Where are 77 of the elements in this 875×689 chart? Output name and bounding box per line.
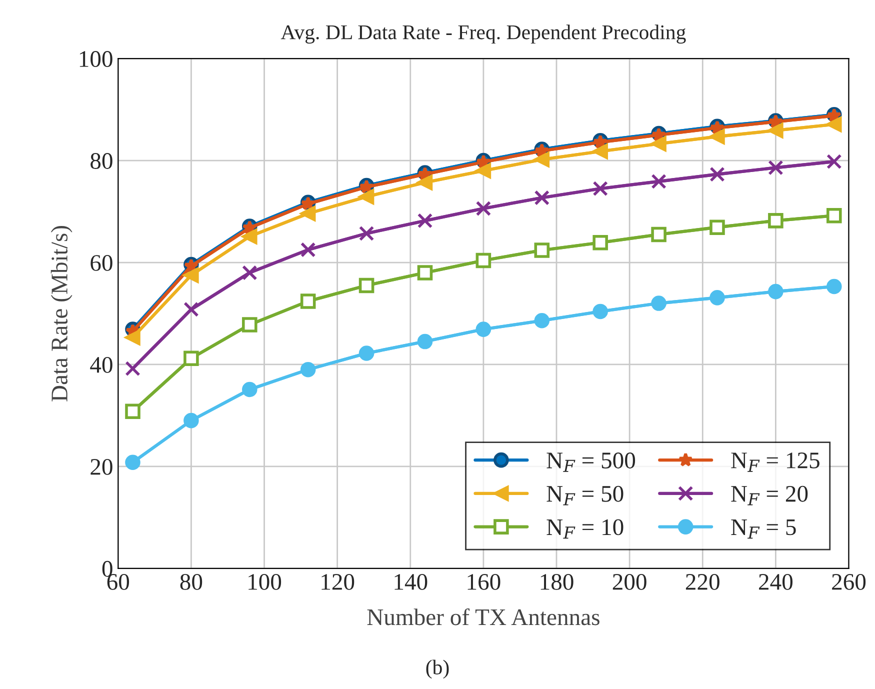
point <box>476 200 492 216</box>
point <box>710 220 725 235</box>
x-tick-label: 140 <box>394 574 428 590</box>
point <box>651 136 666 152</box>
point <box>826 116 842 132</box>
point <box>534 152 550 168</box>
y-tick-label: 80 <box>90 153 112 169</box>
point <box>300 242 316 258</box>
point <box>592 234 608 250</box>
point <box>125 360 140 376</box>
point <box>358 226 374 242</box>
legend-label: N$_{F}$ = 125 <box>731 452 820 472</box>
point <box>242 265 258 280</box>
point <box>710 290 725 306</box>
point <box>826 278 842 294</box>
legend-label: N$_{F}$ = 10 <box>546 519 624 539</box>
point <box>476 252 492 268</box>
x-tick-label: 100 <box>248 574 282 590</box>
point <box>417 265 433 280</box>
point <box>358 278 374 294</box>
point <box>242 228 258 244</box>
x-tick-label: 220 <box>686 574 720 590</box>
point <box>592 144 608 159</box>
x-tick-label: 240 <box>759 574 792 590</box>
point <box>125 330 140 346</box>
point <box>534 312 550 328</box>
legend-label: N$_{F}$ = 20 <box>731 486 808 506</box>
x-tick-label: 200 <box>612 574 646 590</box>
legend-label: N$_{F}$ = 500 <box>546 452 636 472</box>
point <box>651 296 666 311</box>
point <box>184 302 199 318</box>
point <box>476 322 492 337</box>
point <box>417 334 433 350</box>
legend-label: N$_{F}$ = 50 <box>546 486 624 506</box>
x-tick-label: 160 <box>468 574 500 590</box>
point <box>125 404 140 420</box>
legend-label: N$_{F}$ = 5 <box>731 519 796 539</box>
point <box>242 317 258 332</box>
text: (b) <box>426 660 449 679</box>
point <box>710 166 725 182</box>
y-axis-title: Data Rate (Mbit/s) <box>50 226 72 402</box>
point <box>358 189 374 204</box>
y-tick-label: 60 <box>90 255 112 271</box>
point <box>300 294 316 309</box>
y-tick-label: 40 <box>90 356 112 373</box>
x-tick-label: 80 <box>180 574 202 590</box>
y-tick-label: 100 <box>80 51 112 67</box>
point <box>534 190 550 206</box>
point <box>242 382 258 398</box>
point <box>651 174 666 190</box>
point <box>417 174 433 190</box>
point <box>592 180 608 196</box>
y-tick-label: 20 <box>90 458 112 475</box>
point <box>184 268 199 283</box>
point <box>651 226 666 242</box>
point <box>592 304 608 320</box>
x-tick-label: 180 <box>540 574 574 590</box>
point <box>184 350 199 366</box>
point <box>358 346 374 361</box>
point <box>768 122 784 138</box>
x-tick-label: 120 <box>322 574 354 590</box>
point <box>417 213 433 228</box>
point <box>476 163 492 178</box>
point <box>768 284 784 300</box>
point <box>768 213 784 228</box>
point <box>710 128 725 144</box>
point <box>300 362 316 378</box>
point <box>300 206 316 222</box>
point <box>125 454 140 470</box>
point <box>826 154 842 170</box>
chart-title: Avg. DL Data Rate - Freq. Dependent Precoding <box>280 24 686 44</box>
point <box>768 160 784 176</box>
point <box>826 208 842 224</box>
x-axis-title: Number of TX Antennas <box>367 608 600 626</box>
point <box>534 242 550 258</box>
x-tick-label: 260 <box>832 574 866 590</box>
point <box>184 412 199 428</box>
